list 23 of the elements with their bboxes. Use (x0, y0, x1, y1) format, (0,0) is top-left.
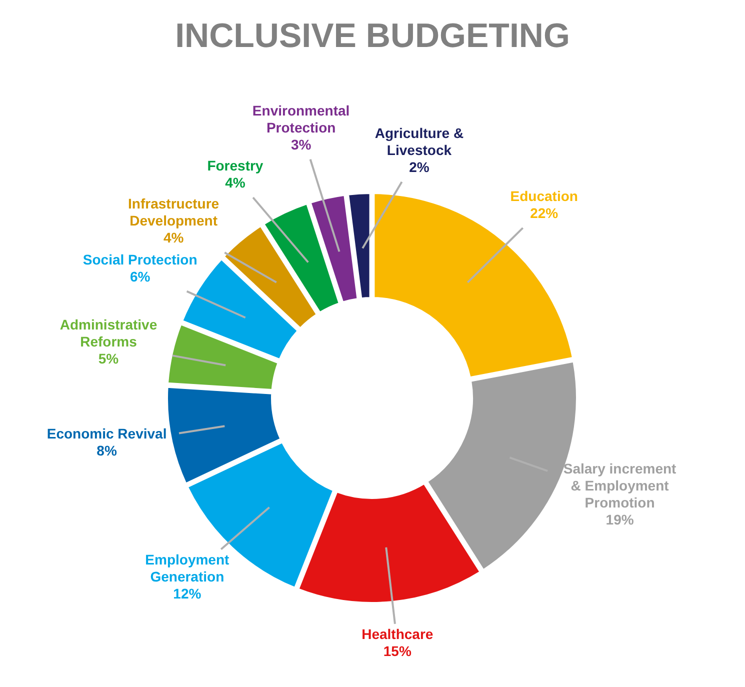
data-label: 8% (96, 442, 118, 458)
slice-label: Education (510, 188, 578, 204)
slice-label: Environmental Protection (252, 102, 350, 136)
slice-label: Administrative Reforms (60, 316, 158, 350)
slice-label: Healthcare (362, 626, 434, 642)
data-label: 6% (130, 268, 151, 284)
data-label: 15% (383, 642, 412, 659)
data-label: 12% (173, 585, 202, 602)
slice-label: Forestry (207, 158, 264, 174)
data-label: 19% (606, 511, 634, 528)
chart-title: INCLUSIVE BUDGETING (175, 17, 570, 55)
data-label: 4% (225, 174, 246, 191)
data-label: 3% (290, 136, 312, 152)
data-label: 2% (409, 158, 430, 175)
data-label: 5% (98, 350, 120, 366)
slice-label: Social Protection (82, 251, 198, 268)
slice-label: Agriculture & Livestock (374, 124, 464, 158)
slice-label: Economic Revival (46, 425, 167, 442)
data-label: 4% (163, 230, 184, 246)
slice-label: Salary increment & Employment Promotion (563, 460, 677, 510)
slice-label: Employment Generation (145, 551, 230, 584)
slice-label: Infrastructure Development (128, 196, 220, 229)
data-label: 22% (530, 204, 559, 221)
